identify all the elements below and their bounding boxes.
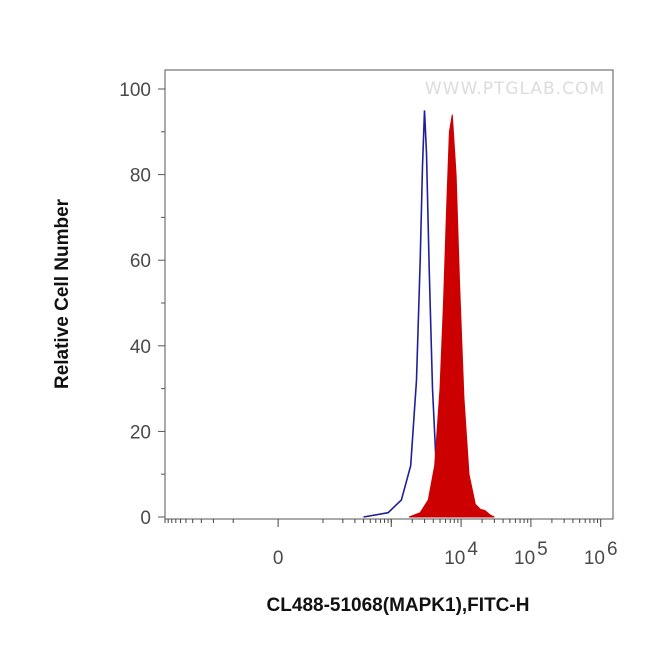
x-axis: 0 10 4 10 5 10 6 [164,519,618,569]
series-layer [363,110,495,518]
x-tick-label-0: 0 [273,548,284,569]
watermark: WWW.PTGLAB.COM [425,79,605,99]
y-tick-label-80: 80 [130,166,151,187]
x-tick-label-1: 10 4 [444,539,478,569]
plot-frame [164,69,614,520]
y-tick-label-100: 100 [119,80,151,101]
y-tick-label-20: 20 [130,422,151,443]
x-tick-label-2: 10 5 [514,539,548,569]
x-tick-label-3: 10 6 [584,539,618,569]
y-tick-label-40: 40 [130,337,151,358]
series-1-filled-area [408,114,495,518]
y-axis: 0 20 40 60 80 100 [119,80,165,529]
x-axis-label: CL488-51068(MAPK1),FITC-H [267,595,530,616]
plot-background [165,70,613,519]
y-tick-label-60: 60 [130,251,151,272]
y-tick-label-0: 0 [140,508,151,529]
y-axis-label: Relative Cell Number [52,198,73,389]
